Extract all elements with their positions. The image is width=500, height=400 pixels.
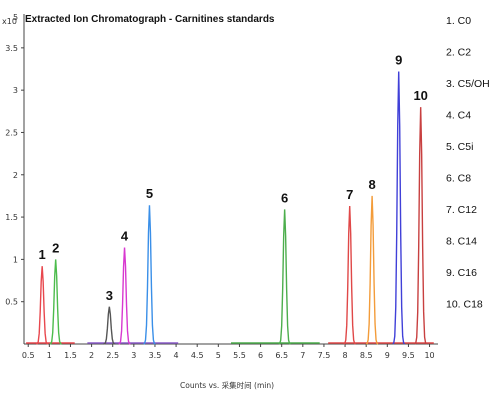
peak-3-trace — [103, 306, 116, 345]
x-tick-label: 3 — [131, 351, 136, 360]
peak-labels: 1 2 3 4 5 6 78 9 10 — [39, 53, 428, 303]
peak-2-trace — [49, 259, 62, 345]
peak-label-4: 4 — [121, 229, 129, 244]
x-tick-label: 8.5 — [360, 351, 373, 360]
legend-entry: 9. C16 — [446, 267, 477, 279]
x-tick-label: 8 — [343, 351, 348, 360]
x-tick-label: 9 — [385, 351, 390, 360]
x-tick-label: 9.5 — [402, 351, 415, 360]
legend-entry: 3. C5/OH — [446, 78, 490, 90]
x-tick-label: 2.5 — [106, 351, 119, 360]
x-tick-label: 7.5 — [318, 351, 331, 360]
y-tick-label: 1 — [13, 255, 18, 264]
y-tick-label: 3.5 — [5, 44, 18, 53]
peak-label-5: 5 — [146, 186, 153, 201]
y-scale-exponent: 5 — [13, 13, 18, 22]
x-axis-label: Counts vs. 采集时间 (min) — [180, 380, 274, 390]
x-tick-label: 0.5 — [22, 351, 35, 360]
x-tick-label: 6 — [258, 351, 263, 360]
x-tick-label: 3.5 — [149, 351, 162, 360]
x-tick-label: 6.5 — [275, 351, 288, 360]
x-tick-label: 1 — [47, 351, 52, 360]
peak-label-8: 8 — [368, 177, 375, 192]
peak-5-trace — [143, 205, 156, 345]
legend-entry: 8. C14 — [446, 236, 477, 248]
y-tick-label: 2.5 — [5, 128, 18, 137]
peak-label-1: 1 — [39, 247, 46, 262]
y-tick-label: 0.5 — [5, 298, 18, 307]
peak-label-7: 7 — [346, 187, 353, 202]
peak-6-trace — [278, 209, 291, 345]
x-tick-label: 10 — [424, 351, 434, 360]
x-tick-label: 2 — [89, 351, 94, 360]
y-tick-label: 3 — [13, 86, 18, 95]
y-tick-label: 2 — [13, 171, 18, 180]
x-tick-label: 5 — [216, 351, 221, 360]
y-tick-label: 1.5 — [5, 213, 18, 222]
y-ticks: 0.5 1 1.5 2 2.5 3 3.5 — [5, 44, 24, 307]
legend-entry: 2. C2 — [446, 47, 471, 59]
peak-9-trace — [392, 71, 406, 345]
legend-entry: 6. C8 — [446, 173, 471, 185]
legend-entry: 5. C5i — [446, 141, 473, 153]
x-tick-label: 4 — [174, 351, 179, 360]
peak-4-trace — [118, 247, 131, 345]
y-scale-label: x10 — [2, 17, 17, 26]
peak-label-2: 2 — [52, 240, 59, 255]
peak-label-3: 3 — [106, 288, 113, 303]
legend-entry: 1. C0 — [446, 15, 471, 27]
legend-entry: 7. C12 — [446, 204, 477, 216]
x-tick-label: 7 — [300, 351, 305, 360]
peak-label-10: 10 — [413, 88, 427, 103]
peak-label-6: 6 — [281, 190, 288, 205]
chart-title: Extracted Ion Chromatograph - Carnitines… — [25, 14, 275, 25]
legend: 1. C0 2. C2 3. C5/OH 4. C4 5. C5i 6. C8 7. C12… — [446, 15, 490, 311]
legend-entry: 10. C18 — [446, 299, 483, 311]
peak-8-trace — [365, 195, 379, 345]
peak-1-trace — [36, 266, 49, 345]
peak-10-trace — [414, 107, 428, 345]
x-tick-label: 1.5 — [64, 351, 77, 360]
peak-label-9: 9 — [395, 53, 402, 68]
legend-entry: 4. C4 — [446, 110, 471, 122]
x-tick-label: 4.5 — [191, 351, 204, 360]
peak-7-trace — [343, 206, 356, 345]
peaks — [36, 71, 428, 345]
x-tick-label: 5.5 — [233, 351, 246, 360]
